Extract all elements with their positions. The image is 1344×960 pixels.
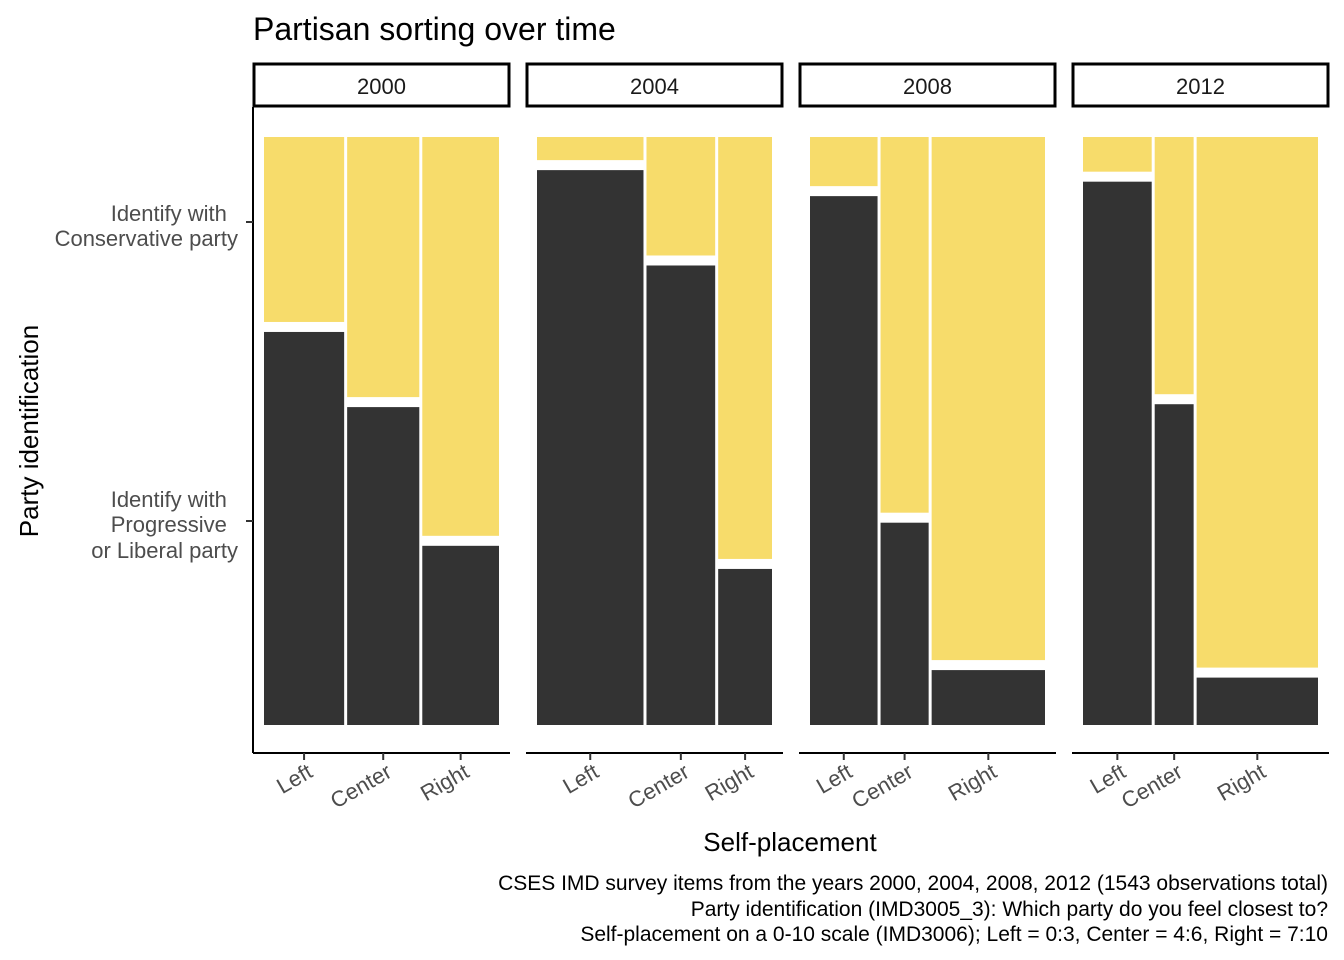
facet-label-2012: 2012: [1176, 74, 1225, 99]
tile-conservative-2012-left: [1083, 137, 1152, 172]
tile-progressive-2008-center: [880, 522, 929, 725]
caption-line-2: Party identification (IMD3005_3): Which …: [691, 898, 1328, 921]
y-axis: Identify with Conservative party Identif…: [55, 107, 254, 753]
tile-progressive-2000-center: [347, 407, 420, 725]
x-tick-label-2004-left: Left: [558, 759, 602, 799]
tile-progressive-2008-right: [931, 670, 1045, 725]
tile-progressive-2012-right: [1196, 677, 1318, 725]
tile-progressive-2012-center: [1154, 404, 1194, 725]
caption-line-3: Self-placement on a 0-10 scale (IMD3006)…: [580, 923, 1328, 946]
y-tick-label-progressive: Identify with Progressive or Liberal par…: [91, 487, 238, 563]
tile-conservative-2004-center: [646, 137, 716, 256]
x-tick-label-2000-left: Left: [272, 759, 316, 799]
tile-progressive-2004-center: [646, 265, 716, 725]
tile-conservative-2004-right: [718, 137, 772, 559]
tile-conservative-2000-center: [347, 137, 420, 398]
x-tick-label-2008-center: Center: [847, 759, 917, 814]
tile-conservative-2012-right: [1196, 137, 1318, 668]
tile-progressive-2012-left: [1083, 181, 1152, 725]
y-tick-label-conservative: Identify with Conservative party: [55, 201, 238, 251]
x-tick-label-2012-right: Right: [1213, 759, 1270, 806]
tile-conservative-2012-center: [1154, 137, 1194, 395]
tile-progressive-2008-left: [810, 196, 878, 725]
tile-conservative-2000-right: [422, 137, 499, 536]
caption: CSES IMD survey items from the years 200…: [498, 872, 1328, 946]
tile-conservative-2008-center: [880, 137, 929, 513]
caption-line-1: CSES IMD survey items from the years 200…: [498, 872, 1328, 895]
tile-progressive-2004-left: [537, 170, 644, 725]
tile-conservative-2008-right: [931, 137, 1045, 661]
y-axis-title: Party identification: [14, 325, 44, 537]
tile-progressive-2004-right: [718, 568, 772, 725]
x-tick-label-2000-center: Center: [326, 759, 396, 814]
facet-label-2004: 2004: [630, 74, 679, 99]
facet-strip-2012: [1071, 62, 1330, 108]
x-tick-label-2008-right: Right: [944, 759, 1001, 806]
facet-strip-2004: [525, 62, 784, 108]
x-axis-title: Self-placement: [703, 827, 877, 857]
x-tick-label-2000-right: Right: [416, 759, 473, 806]
tile-conservative-2008-left: [810, 137, 878, 187]
tile-progressive-2000-left: [264, 331, 345, 725]
facet-label-2008: 2008: [903, 74, 952, 99]
tile-conservative-2004-left: [537, 137, 644, 161]
x-tick-label-2012-center: Center: [1117, 759, 1187, 814]
x-tick-label-2004-right: Right: [701, 759, 758, 806]
chart-title: Partisan sorting over time: [253, 11, 616, 47]
tile-conservative-2000-left: [264, 137, 345, 322]
x-tick-label-2004-center: Center: [624, 759, 694, 814]
facet-label-2000: 2000: [357, 74, 406, 99]
tile-progressive-2000-right: [422, 545, 499, 725]
facet-strip-2008: [798, 62, 1057, 108]
facet-strip-2000: [252, 62, 511, 108]
